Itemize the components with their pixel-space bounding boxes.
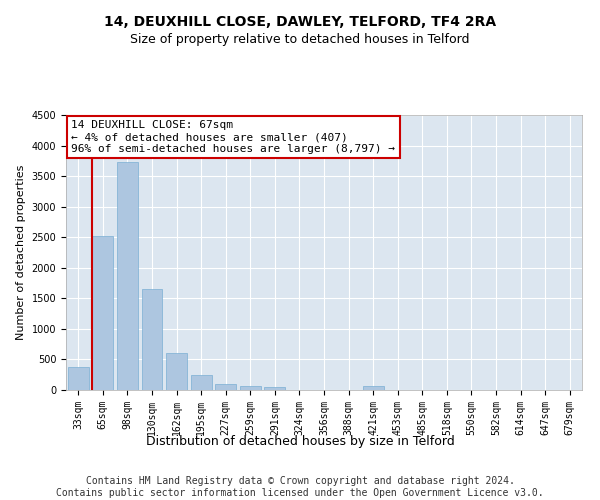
Text: Size of property relative to detached houses in Telford: Size of property relative to detached ho… bbox=[130, 32, 470, 46]
Y-axis label: Number of detached properties: Number of detached properties bbox=[16, 165, 26, 340]
Bar bbox=[215, 384, 236, 390]
Bar bbox=[117, 162, 138, 390]
Text: Contains HM Land Registry data © Crown copyright and database right 2024.
Contai: Contains HM Land Registry data © Crown c… bbox=[56, 476, 544, 498]
Bar bbox=[68, 367, 89, 390]
Bar bbox=[191, 376, 212, 390]
Bar bbox=[166, 354, 187, 390]
Bar bbox=[265, 387, 286, 390]
Bar bbox=[142, 289, 163, 390]
Bar bbox=[240, 386, 261, 390]
Text: 14 DEUXHILL CLOSE: 67sqm
← 4% of detached houses are smaller (407)
96% of semi-d: 14 DEUXHILL CLOSE: 67sqm ← 4% of detache… bbox=[71, 120, 395, 154]
Bar bbox=[92, 236, 113, 390]
Bar bbox=[362, 386, 383, 390]
Text: Distribution of detached houses by size in Telford: Distribution of detached houses by size … bbox=[146, 435, 454, 448]
Text: 14, DEUXHILL CLOSE, DAWLEY, TELFORD, TF4 2RA: 14, DEUXHILL CLOSE, DAWLEY, TELFORD, TF4… bbox=[104, 15, 496, 29]
